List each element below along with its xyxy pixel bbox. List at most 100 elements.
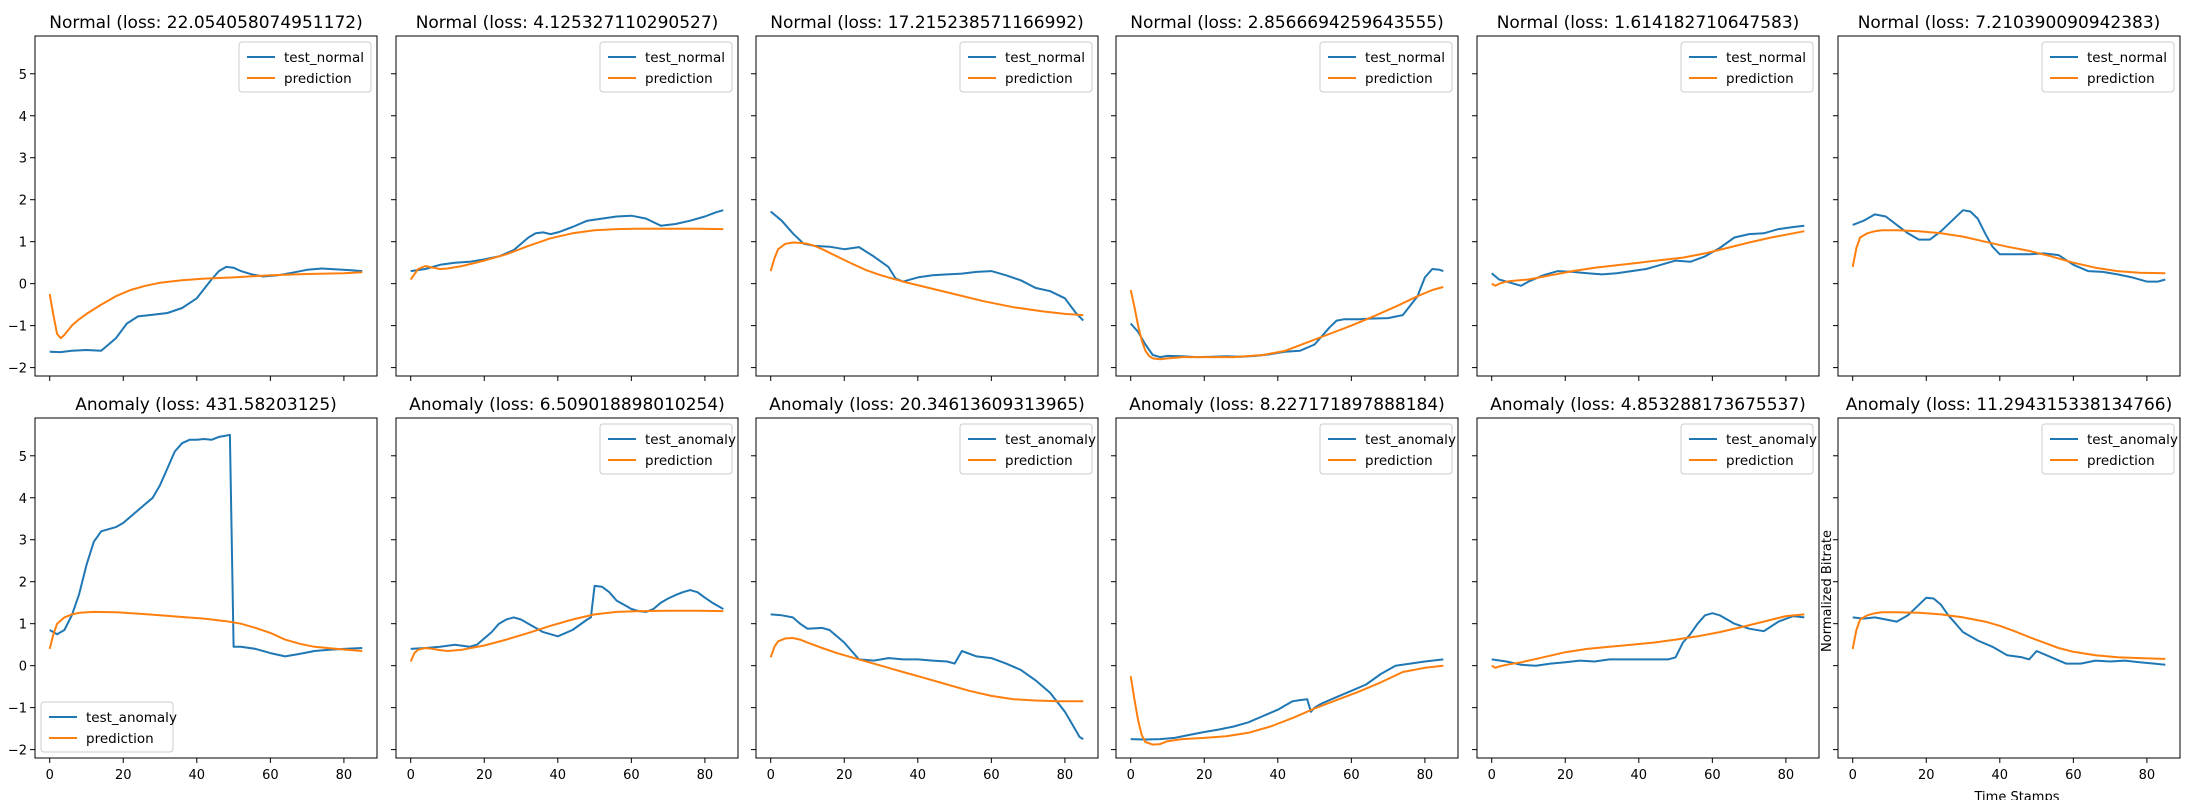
- legend-box: [599, 41, 733, 93]
- subplot-1: Normal (loss: 22.054058074951172) −2 −1 0 1 2…: [8, 13, 378, 381]
- subplot-title: Anomaly (loss: 6.509018898010254): [409, 395, 725, 415]
- series-lines: [769, 210, 1085, 322]
- series-lines: [1491, 612, 1805, 669]
- legend-label: test_anomaly: [1726, 432, 1817, 448]
- series-lines: [409, 584, 724, 662]
- y-tick-label: 3: [19, 152, 27, 167]
- legend-label: test_normal: [1726, 50, 1806, 66]
- x-tick-label: 20: [836, 768, 853, 783]
- series-lines: [48, 433, 363, 658]
- plot-area: [1115, 417, 1459, 759]
- x-tick-label: 40: [1992, 768, 2009, 783]
- plot-area: [1837, 35, 2181, 377]
- plot-area: [34, 35, 378, 377]
- y-tick-label: 2: [19, 194, 27, 209]
- y-tick-label: 3: [19, 534, 27, 549]
- legend-label: test_normal: [1365, 50, 1445, 66]
- legend-box: [40, 701, 174, 753]
- y-tick-label: 1: [19, 236, 27, 251]
- plot-area: [395, 417, 739, 759]
- x-tick-label: 0: [1849, 768, 1857, 783]
- legend: test_normal prediction: [959, 41, 1093, 93]
- x-tick-label: 60: [2065, 768, 2082, 783]
- y-tick-label: 4: [19, 492, 27, 507]
- subplot-3: Normal (loss: 17.215238571166992) test_no…: [751, 13, 1099, 381]
- subplot-title: Normal (loss: 2.8566694259643555): [1130, 13, 1443, 33]
- subplot-8: Anomaly (loss: 6.509018898010254) 0 20 40 60…: [391, 395, 739, 783]
- x-tick-label: 60: [623, 768, 640, 783]
- x-tick-label: 80: [1778, 768, 1795, 783]
- y-tick-label: −1: [8, 702, 27, 717]
- x-tick-label: 40: [189, 768, 206, 783]
- series-line-prediction: [1851, 611, 2166, 660]
- series-line-test_normal: [1491, 224, 1805, 287]
- legend-label: prediction: [1365, 453, 1433, 469]
- series-line-test_normal: [49, 265, 363, 354]
- legend-label: prediction: [284, 71, 352, 87]
- subplot-title: Normal (loss: 4.125327110290527): [416, 13, 719, 33]
- y-tick-label: −2: [8, 744, 27, 759]
- legend-label: test_normal: [1005, 50, 1085, 66]
- series-line-test_normal: [410, 209, 724, 273]
- legend: test_normal prediction: [238, 41, 372, 93]
- y-tick-label: 2: [19, 576, 27, 591]
- subplot-2: Normal (loss: 4.125327110290527) test_nor…: [391, 13, 739, 381]
- legend-label: prediction: [1005, 71, 1073, 87]
- legend-box: [2041, 41, 2175, 93]
- legend-box: [238, 41, 372, 93]
- x-tick-label: 80: [1057, 768, 1074, 783]
- subplot-title: Normal (loss: 7.210390090942383): [1858, 13, 2161, 33]
- series-lines: [48, 265, 363, 354]
- subplot-title: Normal (loss: 17.215238571166992): [770, 13, 1083, 33]
- legend-label: test_normal: [2087, 50, 2167, 66]
- subplot-title: Anomaly (loss: 20.34613609313965): [769, 395, 1085, 415]
- series-line-test_anomaly: [1130, 658, 1444, 741]
- subplot-9: Anomaly (loss: 20.34613609313965) 0 20 40 60…: [751, 395, 1099, 783]
- x-tick-label: 40: [1631, 768, 1648, 783]
- y-tick-label: 0: [19, 278, 27, 293]
- series-line-test_anomaly: [410, 584, 724, 650]
- x-tick-label: 80: [2139, 768, 2156, 783]
- subplot-title: Anomaly (loss: 431.58203125): [75, 395, 337, 415]
- legend-label: prediction: [1726, 453, 1794, 469]
- series-line-prediction: [48, 610, 363, 652]
- series-line-prediction: [1491, 230, 1805, 287]
- x-tick-label: 60: [262, 768, 279, 783]
- y-tick-label: −1: [8, 320, 27, 335]
- series-line-test_anomaly: [1852, 596, 2166, 666]
- plot-area: [1476, 417, 1820, 759]
- series-lines: [1851, 596, 2166, 666]
- legend-box: [1319, 41, 1453, 93]
- plot-area: [34, 417, 378, 759]
- subplot-7: Anomaly (loss: 431.58203125) −2 −1 0 1 2 3 4 5 0 2…: [8, 395, 378, 783]
- series-line-prediction: [1129, 664, 1444, 746]
- series-line-test_normal: [1129, 268, 1444, 359]
- x-tick-label: 20: [1557, 768, 1574, 783]
- series-line-test_normal: [1852, 209, 2166, 283]
- subplot-6: Normal (loss: 7.210390090942383) test_nor…: [1833, 13, 2181, 381]
- x-tick-label: 40: [550, 768, 567, 783]
- series-lines: [1851, 209, 2166, 283]
- subplot-12: Anomaly (loss: 11.294315338134766) 0 20 40 6…: [1833, 395, 2181, 783]
- series-lines: [1491, 224, 1805, 287]
- series-line-prediction: [769, 241, 1084, 317]
- legend-label: prediction: [2087, 453, 2155, 469]
- x-tick-label: 60: [1343, 768, 1360, 783]
- legend-label: prediction: [645, 453, 713, 469]
- x-tick-label: 60: [983, 768, 1000, 783]
- legend-label: test_anomaly: [1005, 432, 1096, 448]
- series-line-test_anomaly: [49, 433, 363, 658]
- legend: test_normal prediction: [1680, 41, 1814, 93]
- legend-label: test_normal: [645, 50, 725, 66]
- plot-area: [1115, 35, 1459, 377]
- x-tick-label: 0: [1127, 768, 1135, 783]
- legend-label: test_normal: [284, 50, 364, 66]
- legend: test_normal prediction: [599, 41, 733, 93]
- legend-box: [959, 423, 1093, 475]
- x-tick-label: 20: [1196, 768, 1213, 783]
- legend: test_anomaly prediction: [959, 423, 1096, 475]
- y-tick-label: 5: [19, 68, 27, 83]
- legend-label: prediction: [1365, 71, 1433, 87]
- legend-label: prediction: [645, 71, 713, 87]
- y-tick-label: 4: [19, 110, 27, 125]
